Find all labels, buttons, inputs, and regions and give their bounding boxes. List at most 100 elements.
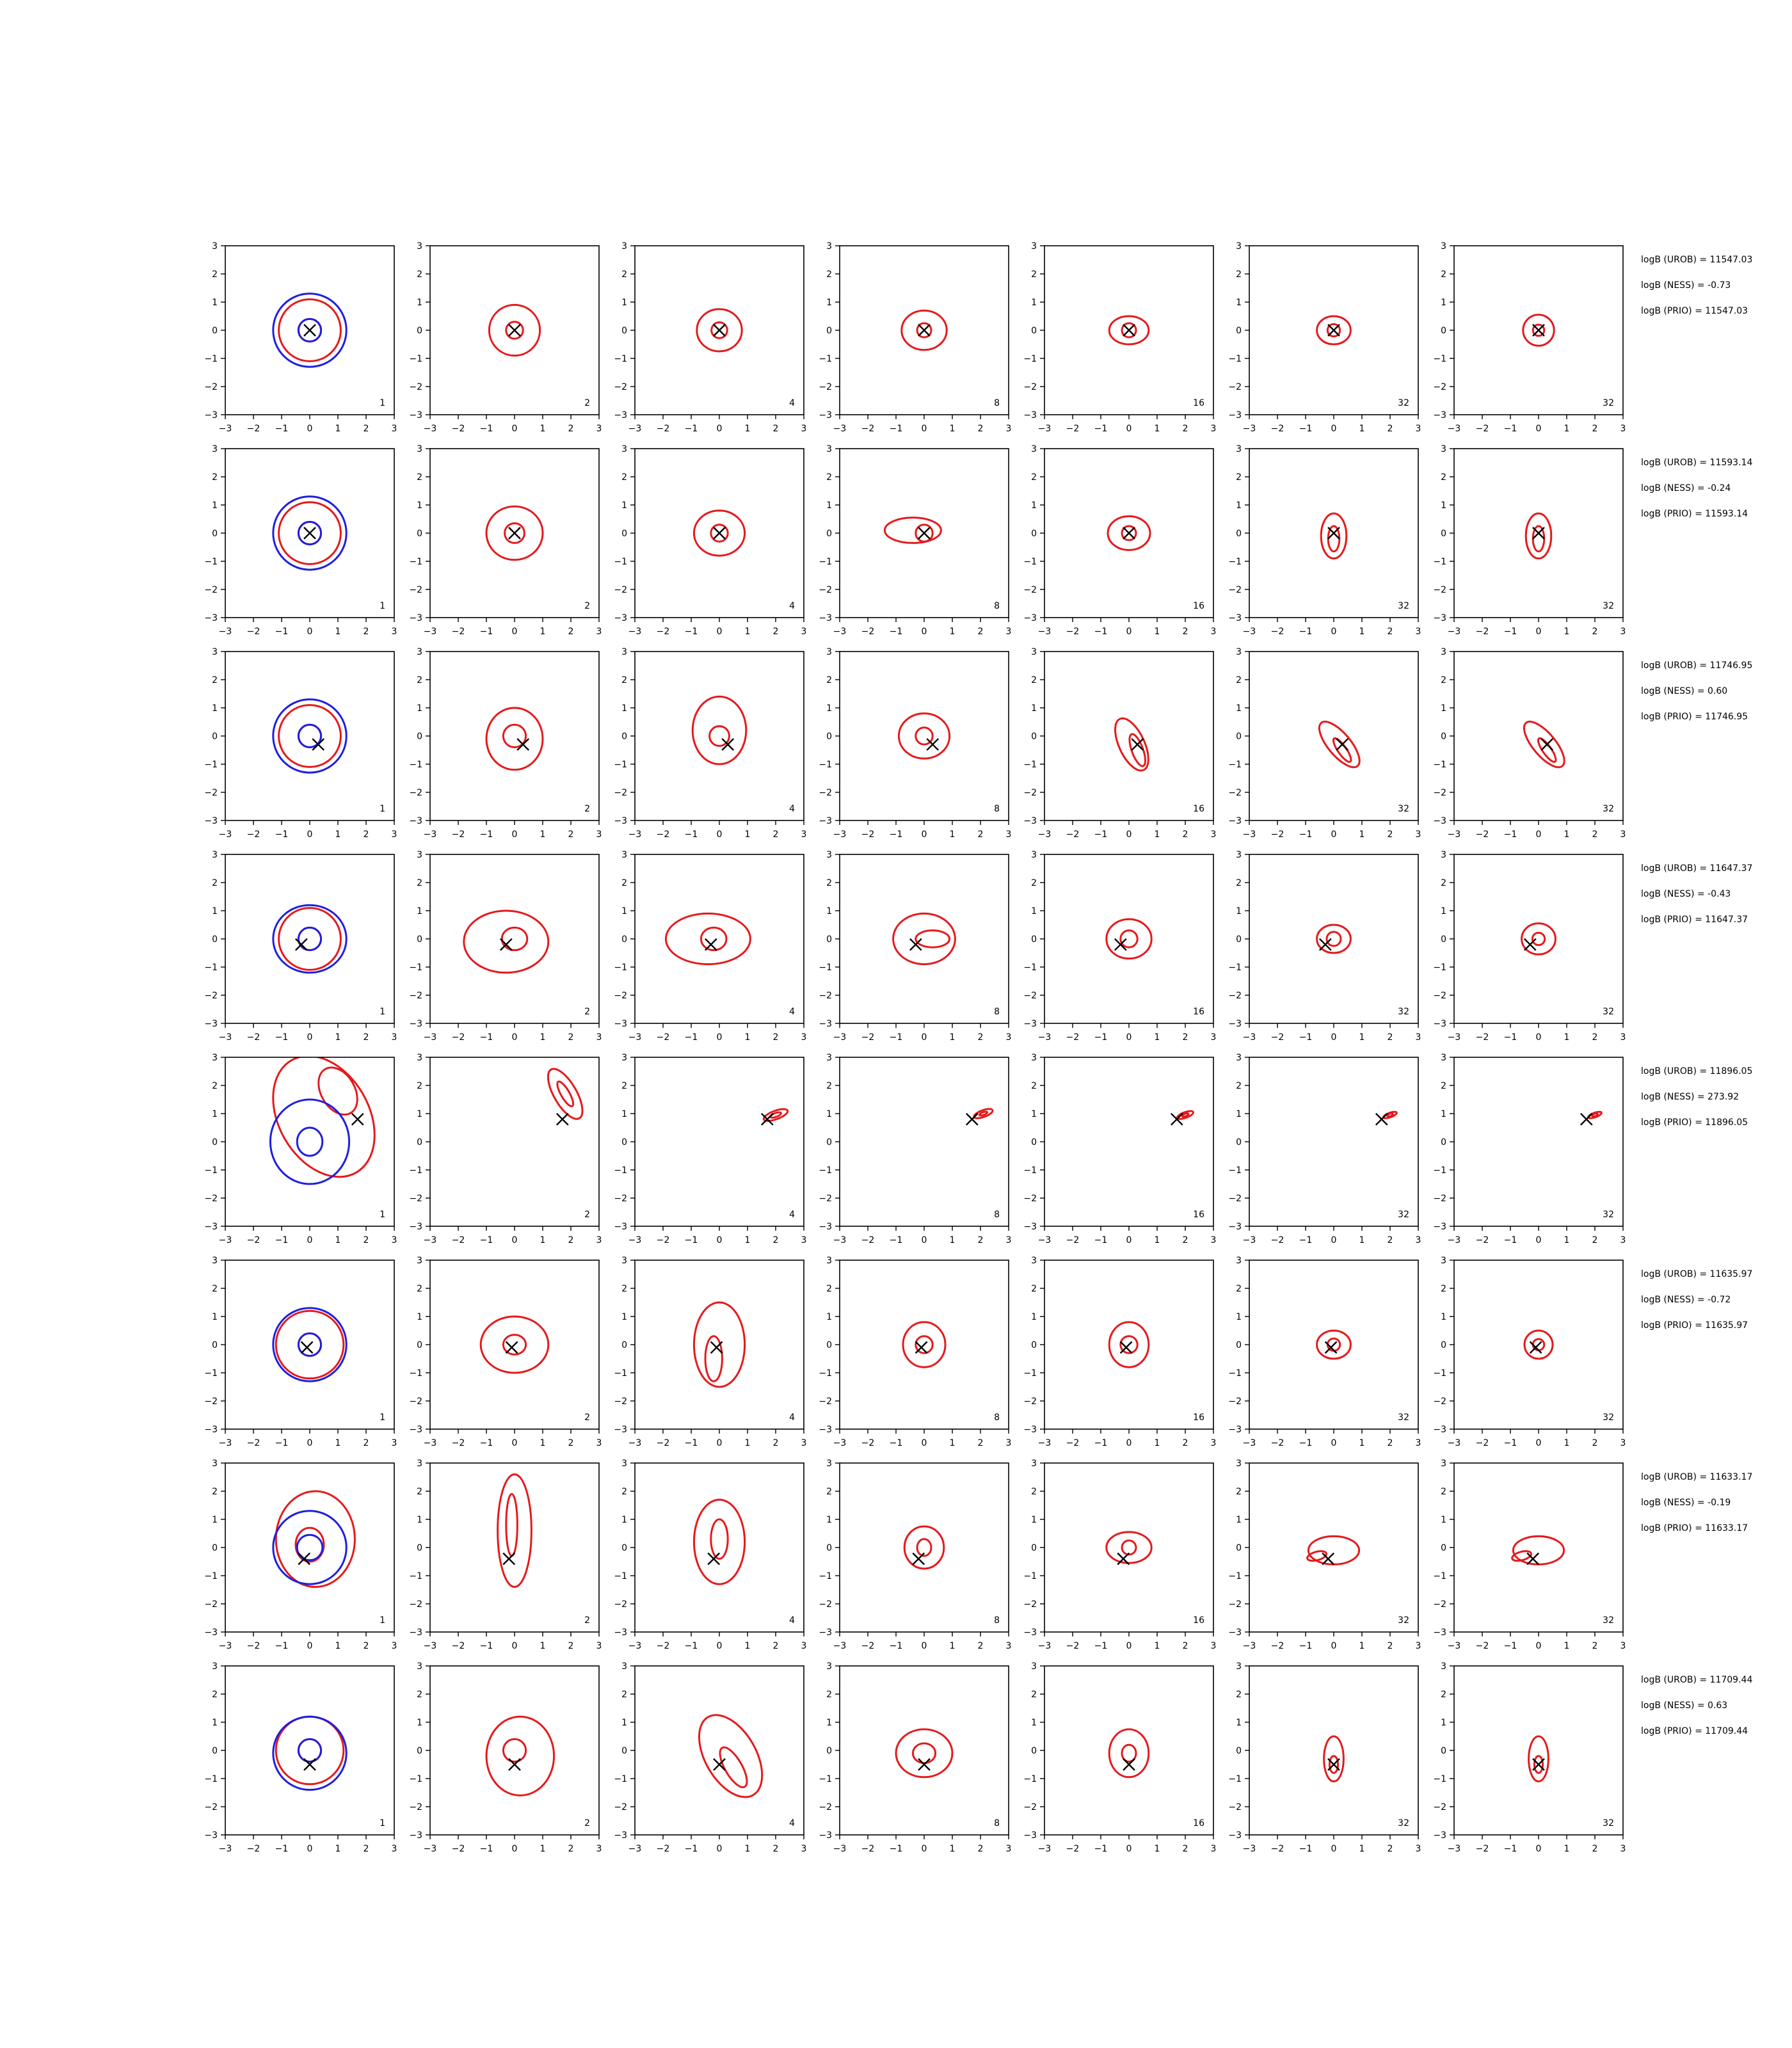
red-contour-2 xyxy=(978,1110,989,1117)
x-tick-label: 0 xyxy=(717,627,723,637)
y-tick-label: −2 xyxy=(819,1396,832,1407)
panel-r1-c5: −3−3 −2 −2 −1 −1 0 0 1 1 2 2 3 3 16 xyxy=(1023,241,1216,434)
y-tick-label: 0 xyxy=(1031,732,1037,742)
panel-r8-c4: −3−3 −2 −2 −1 −1 0 0 1 1 2 2 3 3 8 xyxy=(819,1661,1011,1854)
x-tick-label: −1 xyxy=(1299,829,1313,840)
red-contour-1 xyxy=(278,704,342,768)
panel-r3-c5: −3−3 −2 −2 −1 −1 0 0 1 1 2 2 3 3 16 xyxy=(1023,647,1216,840)
axes-frame xyxy=(1453,1057,1624,1227)
y-tick-label: −1 xyxy=(1433,1165,1446,1176)
red-contour-2 xyxy=(1532,323,1546,337)
y-tick-label: 0 xyxy=(1441,326,1446,336)
panel-label: 4 xyxy=(789,1818,795,1828)
x-tick-label: 1 xyxy=(540,627,546,637)
y-tick-label: 3 xyxy=(621,241,627,252)
contour-group xyxy=(1316,315,1352,346)
x-tick-label: 2 xyxy=(568,1438,574,1448)
red-contour-1 xyxy=(897,712,951,760)
x-tick-label: −2 xyxy=(861,627,875,637)
figure-row-4: −3−3−2−2−1−1001122331−3−3−2−2−1−10011223… xyxy=(204,850,1752,1043)
y-tick-label: 2 xyxy=(621,1690,627,1700)
truth-marker xyxy=(499,938,513,951)
row-stats: logB (UROB) = 11709.44 logB (NESS) = 0.63… xyxy=(1641,1675,1752,1736)
red-contour-1 xyxy=(488,303,541,357)
x-tick-label: 3 xyxy=(801,1235,807,1245)
x-tick-label: 0 xyxy=(1536,1032,1542,1043)
contour-group xyxy=(692,1498,746,1585)
contour-group xyxy=(900,309,948,351)
truth-marker xyxy=(1336,738,1349,751)
y-tick-label: −1 xyxy=(1023,760,1037,770)
x-tick-label: 1 xyxy=(745,1032,751,1043)
y-tick-label: −2 xyxy=(409,1396,422,1407)
y-tick-label: 0 xyxy=(826,934,832,945)
red-contour-1 xyxy=(485,505,544,561)
panel-label: 8 xyxy=(994,398,1000,408)
y-tick-label: 3 xyxy=(621,1256,627,1266)
x-tick-label: −3 xyxy=(424,1641,437,1651)
x-tick-label: 3 xyxy=(1211,627,1217,637)
y-tick-label: 3 xyxy=(1441,1256,1446,1266)
y-tick-label: −1 xyxy=(819,1165,832,1176)
blue-contour-3 xyxy=(272,1510,348,1585)
x-tick-label: −1 xyxy=(480,1641,493,1651)
x-tick-label: 1 xyxy=(1155,1641,1160,1651)
y-tick-label: 2 xyxy=(212,1487,218,1497)
x-tick-label: 0 xyxy=(1536,627,1542,637)
y-tick-label: 1 xyxy=(1031,1109,1037,1119)
y-tick-label: 0 xyxy=(826,732,832,742)
x-tick-label: −2 xyxy=(1066,1235,1080,1245)
red-contour-1 xyxy=(1316,315,1352,346)
y-tick-label: 3 xyxy=(1236,1661,1242,1672)
x-tick-label: 1 xyxy=(745,1438,751,1448)
panel-r8-c7: −3−3 −2 −2 −1 −1 0 0 1 1 2 2 3 3 32 xyxy=(1433,1661,1626,1854)
panel-r1-c6: −3−3 −2 −2 −1 −1 0 0 1 1 2 2 3 3 32 xyxy=(1228,241,1421,434)
y-tick-label: 2 xyxy=(1031,675,1037,685)
y-tick-label: −1 xyxy=(409,1368,422,1379)
y-tick-label: −3 xyxy=(1433,1628,1446,1638)
x-tick-label: 2 xyxy=(1183,1032,1188,1043)
panel-label: 16 xyxy=(1193,804,1204,814)
x-tick-label: 0 xyxy=(512,1438,518,1448)
y-tick-label: 2 xyxy=(1031,1081,1037,1091)
y-tick-label: 0 xyxy=(826,529,832,539)
panel-r5-c3: −3−3 −2 −2 −1 −1 0 0 1 1 2 2 3 3 4 xyxy=(614,1053,806,1245)
figure-row-7: −3−3−2−2−1−1001122331−3−3−2−2−1−10011223… xyxy=(204,1459,1752,1651)
x-tick-label: 1 xyxy=(335,424,341,434)
panel-label: 2 xyxy=(584,1007,590,1017)
y-tick-label: 0 xyxy=(1031,529,1037,539)
panel-r3-c2: −3−3 −2 −2 −1 −1 0 0 1 1 2 2 3 3 2 xyxy=(409,647,602,840)
x-tick-label: −3 xyxy=(833,424,847,434)
panel-r4-c5: −3−3 −2 −2 −1 −1 0 0 1 1 2 2 3 3 16 xyxy=(1023,850,1216,1043)
x-tick-label: −2 xyxy=(1066,1641,1080,1651)
red-contour-2 xyxy=(294,1526,325,1563)
x-tick-label: 1 xyxy=(540,424,546,434)
y-tick-label: 2 xyxy=(1236,269,1242,280)
x-tick-label: 0 xyxy=(1126,829,1132,840)
panel-label: 16 xyxy=(1193,601,1204,611)
x-tick-label: −2 xyxy=(1271,829,1284,840)
x-tick-label: −1 xyxy=(1504,1032,1517,1043)
x-tick-label: 2 xyxy=(1183,1235,1188,1245)
axes-frame xyxy=(429,854,600,1024)
x-tick-label: 3 xyxy=(1620,1032,1626,1043)
x-tick-label: 0 xyxy=(307,1438,313,1448)
panel-label: 32 xyxy=(1398,1615,1409,1626)
y-tick-label: −1 xyxy=(1433,354,1446,364)
x-tick-label: 1 xyxy=(1155,829,1160,840)
panel-r6-c6: −3−3 −2 −2 −1 −1 0 0 1 1 2 2 3 3 32 xyxy=(1228,1256,1421,1448)
x-tick-label: −3 xyxy=(219,627,232,637)
x-tick-label: 0 xyxy=(1331,627,1337,637)
y-tick-label: 3 xyxy=(1441,444,1446,454)
contour-group xyxy=(698,1714,764,1798)
x-tick-label: −1 xyxy=(1094,627,1108,637)
y-tick-label: 2 xyxy=(621,269,627,280)
x-tick-label: −3 xyxy=(1448,1235,1461,1245)
x-tick-label: 0 xyxy=(922,424,927,434)
x-tick-label: −3 xyxy=(628,1032,642,1043)
panel-label: 16 xyxy=(1193,1818,1204,1828)
x-tick-label: 2 xyxy=(773,1641,779,1651)
y-tick-label: −1 xyxy=(1228,557,1242,567)
contour-group xyxy=(1524,512,1553,560)
y-tick-label: −2 xyxy=(819,585,832,595)
